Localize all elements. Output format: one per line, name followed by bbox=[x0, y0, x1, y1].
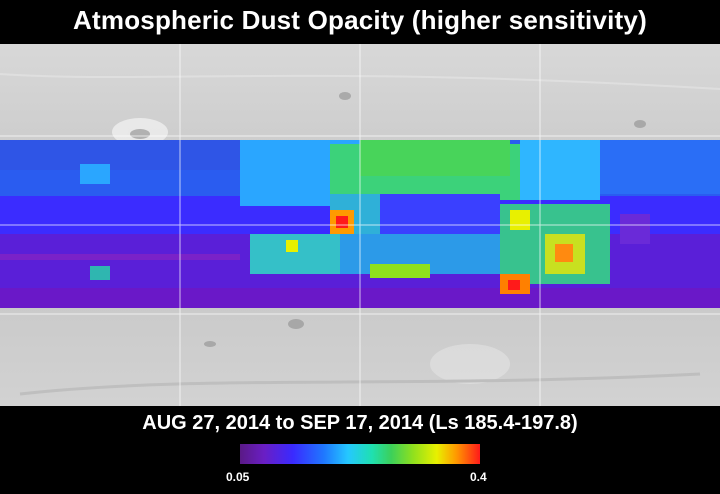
date-range-label: AUG 27, 2014 to SEP 17, 2014 (Ls 185.4-1… bbox=[142, 412, 578, 434]
map-title: Atmospheric Dust Opacity (higher sensiti… bbox=[73, 5, 647, 35]
map-canvas bbox=[0, 44, 720, 406]
grid-lines bbox=[0, 44, 720, 406]
mars-dust-map bbox=[0, 44, 720, 406]
terrain-features bbox=[0, 73, 720, 396]
colorbar bbox=[240, 444, 480, 464]
colorbar-min-label: 0.05 bbox=[226, 470, 250, 484]
colorbar-max-label: 0.4 bbox=[470, 470, 487, 484]
